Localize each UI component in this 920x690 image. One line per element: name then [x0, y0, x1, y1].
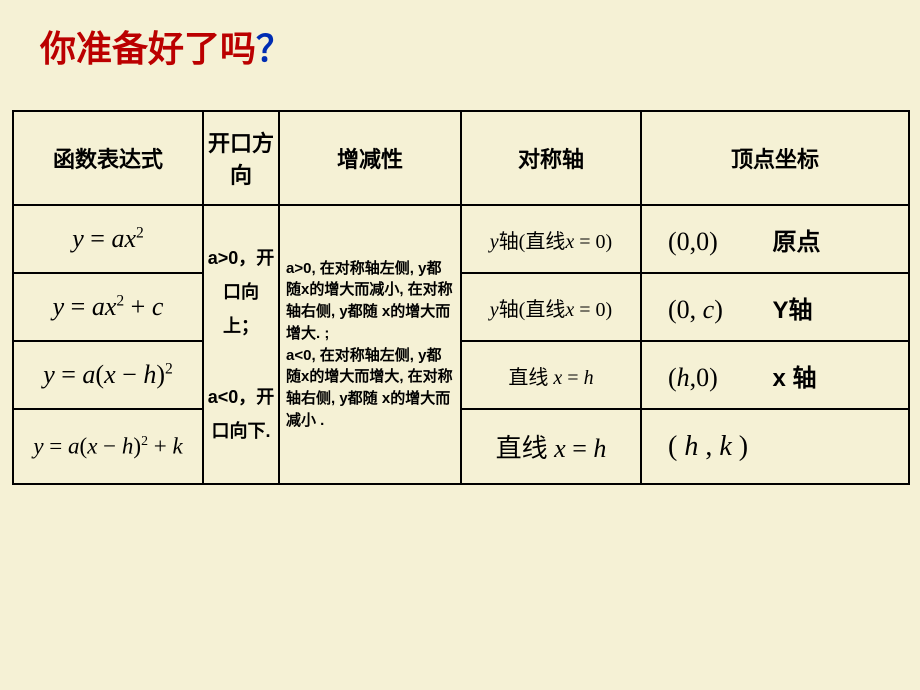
- func-expr: y = a(x − h)2 + k: [13, 409, 203, 484]
- header-dir: 开口方向: [203, 111, 279, 205]
- vertex-coord: (0, c): [648, 295, 748, 325]
- table-row: y = a(x − h)2 直线 x = h (h,0) x 轴: [13, 341, 909, 409]
- table-row: y = ax2 + c y轴(直线x = 0) (0, c) Y轴: [13, 273, 909, 341]
- header-func: 函数表达式: [13, 111, 203, 205]
- vertex-cell: (0,0) 原点: [641, 205, 909, 273]
- axis-cell: y轴(直线x = 0): [461, 273, 641, 341]
- header-mono: 增减性: [279, 111, 461, 205]
- vertex-note: 原点: [755, 229, 821, 256]
- axis-cell: 直线 x = h: [461, 409, 641, 484]
- function-table-wrap: 函数表达式 开口方向 增减性 对称轴 顶点坐标 y = ax2 a>0，开口向上…: [12, 110, 908, 485]
- table-row: y = ax2 a>0，开口向上； a<0，开口向下. a>0, 在对称轴左侧,…: [13, 205, 909, 273]
- func-expr: y = ax2: [13, 205, 203, 273]
- table-row: y = a(x − h)2 + k 直线 x = h ( h , k ): [13, 409, 909, 484]
- func-expr: y = ax2 + c: [13, 273, 203, 341]
- direction-down: a<0，开口向下.: [207, 380, 275, 448]
- axis-cell: y轴(直线x = 0): [461, 205, 641, 273]
- vertex-coord: (0,0): [648, 227, 748, 257]
- direction-up: a>0，开口向上；: [207, 241, 275, 344]
- direction-cell: a>0，开口向上； a<0，开口向下.: [203, 205, 279, 484]
- axis-cell: 直线 x = h: [461, 341, 641, 409]
- table-header-row: 函数表达式 开口方向 增减性 对称轴 顶点坐标: [13, 111, 909, 205]
- vertex-note: x 轴: [755, 365, 817, 392]
- vertex-cell: (h,0) x 轴: [641, 341, 909, 409]
- title-main: 你准备好了吗: [40, 28, 256, 69]
- func-expr: y = a(x − h)2: [13, 341, 203, 409]
- vertex-coord: ( h , k ): [648, 431, 748, 463]
- monotonicity-down: a<0, 在对称轴左侧, y都随x的增大而增大, 在对称轴右侧, y都随 x的增…: [286, 345, 454, 432]
- title-q: ？: [256, 28, 292, 69]
- monotonicity-up: a>0, 在对称轴左侧, y都随x的增大而减小, 在对称轴右侧, y都随 x的增…: [286, 258, 454, 345]
- vertex-cell: (0, c) Y轴: [641, 273, 909, 341]
- vertex-coord: (h,0): [648, 363, 748, 393]
- page-title: 你准备好了吗？: [0, 0, 920, 72]
- vertex-cell: ( h , k ): [641, 409, 909, 484]
- vertex-note: Y轴: [755, 297, 813, 324]
- header-vertex: 顶点坐标: [641, 111, 909, 205]
- header-axis: 对称轴: [461, 111, 641, 205]
- monotonicity-cell: a>0, 在对称轴左侧, y都随x的增大而减小, 在对称轴右侧, y都随 x的增…: [279, 205, 461, 484]
- function-table: 函数表达式 开口方向 增减性 对称轴 顶点坐标 y = ax2 a>0，开口向上…: [12, 110, 910, 485]
